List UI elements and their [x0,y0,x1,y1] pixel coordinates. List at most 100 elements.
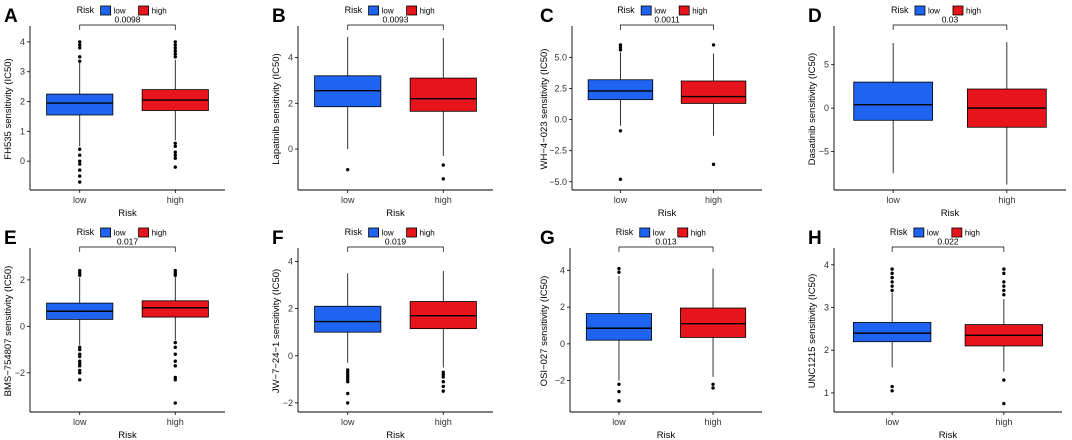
p-value: 0.0011 [654,15,680,25]
legend-swatch-low [100,227,111,238]
legend-swatch-high [138,5,150,16]
legend-title: Risk [345,227,363,237]
outlier-point [78,271,82,275]
x-tick-label-high: high [705,195,722,205]
outlier-point [78,273,82,277]
box-low [853,81,933,121]
x-tick-label-high: high [435,195,452,205]
legend-label-low: low [114,229,126,238]
legend-label-low: low [653,229,665,238]
panel-letter: C [540,6,554,27]
outlier-point [441,375,445,379]
outlier-point [78,59,82,64]
legend-swatch-high [678,5,690,16]
outlier-point [173,401,177,405]
outlier-point [173,156,177,160]
outlier-point [78,359,82,363]
box-low [852,322,932,343]
y-tick-label: 0 [288,144,293,154]
significance-bracket [79,24,176,30]
outlier-point [173,364,177,368]
p-value: 0.0098 [115,15,141,25]
p-value: 0.0093 [383,15,409,25]
x-tick-label-low: low [614,195,628,205]
y-tick-label: 2 [288,304,293,314]
x-tick-label-low: low [73,195,87,205]
y-tick-label: 2 [288,98,293,108]
outlier-point [890,284,894,288]
panel-letter: B [272,6,286,27]
outlier-point [78,345,82,349]
y-tick-label: 0 [560,339,565,349]
p-value: 0.03 [942,15,959,25]
x-axis-title: Risk [658,208,677,219]
x-tick-label-low: low [341,195,355,205]
p-value: 0.019 [385,237,407,247]
legend-label-low: low [927,229,939,238]
outlier-point [173,40,177,44]
outlier-point [78,352,82,356]
y-axis-title: UNC1215 sensitivity (IC50) [807,274,818,389]
outlier-point [78,174,82,178]
x-tick-label-high: high [167,417,184,427]
outlier-point [711,386,715,390]
outlier-point [346,401,350,405]
outlier-point [890,288,894,293]
panel-a: A Risk low high 0 1 2 3 4 low high Risk FH535 sensit… [3,5,225,219]
outlier-point [78,361,82,366]
y-tick-label: 4 [20,37,25,47]
outlier-point [617,270,621,274]
outlier-point [78,147,82,151]
panel-c: C Risk low high −5.0 −2.5 0.0 2.5 5.0 low high Risk… [539,5,762,219]
significance-bracket [618,246,714,252]
legend-swatch-high [406,5,418,16]
y-tick-label: 5 [824,60,829,70]
legend-swatch-low [639,227,651,238]
legend-label-high: high [692,7,707,16]
outlier-point [890,389,894,393]
x-axis-title: Risk [939,430,958,440]
legend-swatch-high [677,227,689,238]
outlier-point [78,180,82,184]
legend-label-high: high [965,229,980,238]
significance-bracket [347,246,444,252]
y-tick-label: 4 [288,256,293,266]
panel-h: H Risk low high 1 2 3 4 low high Risk UNC1215 sensi… [807,227,1062,440]
panel-f: F Risk low high −2 0 2 4 low high Risk JW−7−24−1 se… [271,227,493,440]
legend-title: Risk [891,5,909,15]
outlier-point [711,43,716,47]
outlier-point [78,378,82,382]
outlier-point [618,45,623,50]
y-tick-label: 0.0 [554,115,567,125]
outlier-point [890,267,894,271]
legend-label-low: low [382,7,394,16]
y-tick-label: 2 [20,275,25,285]
outlier-point [173,141,177,145]
legend-title: Risk [616,227,634,237]
outlier-point [78,153,82,157]
y-tick-label: 2.5 [554,83,567,93]
outlier-point [1002,378,1006,382]
outlier-point [1002,293,1006,297]
outlier-point [346,380,350,384]
outlier-point [441,372,445,377]
outlier-point [173,352,177,356]
outlier-point [617,266,621,271]
panel-b: B Risk low high 0 2 4 low high Risk Lapatinib sens… [271,5,493,219]
legend-swatch-high [952,5,964,16]
significance-bracket [347,24,444,30]
y-tick-label: 5.0 [554,52,567,62]
outlier-point [618,177,623,181]
x-tick-label-high: high [995,417,1012,427]
significance-bracket [891,246,1005,252]
x-tick-label-low: low [612,417,626,427]
y-tick-label: 2 [20,97,25,107]
y-tick-label: 4 [288,52,293,62]
outlier-point [173,273,177,277]
x-tick-label-high: high [705,417,722,427]
y-tick-label: −5.0 [549,177,567,187]
x-axis-title: Risk [118,208,137,219]
y-tick-label: 1 [824,388,829,398]
outlier-point [78,43,82,47]
y-axis-title: WH−4−023 sensitivity (IC50) [539,49,550,170]
